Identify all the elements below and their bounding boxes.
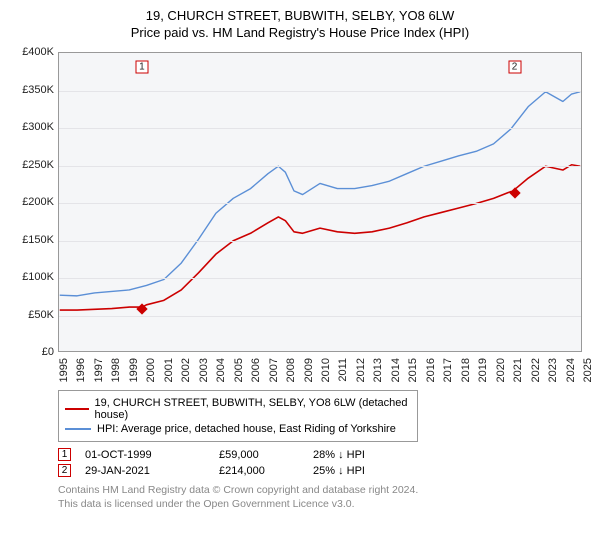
plot-area: 12 [58, 52, 582, 352]
gridline [59, 166, 581, 167]
x-tick-label: 2013 [372, 358, 384, 382]
x-tick-label: 2014 [390, 358, 402, 382]
sale-marker-box: 2 [508, 60, 521, 73]
x-tick-label: 2011 [337, 358, 349, 382]
legend-label: HPI: Average price, detached house, East… [97, 423, 396, 435]
x-tick-label: 2005 [233, 358, 245, 382]
x-tick-label: 1996 [75, 358, 87, 382]
footnote-line2: This data is licensed under the Open Gov… [58, 497, 590, 511]
legend-row: HPI: Average price, detached house, East… [65, 423, 411, 435]
sales-table: 1 01-OCT-1999 £59,000 28% ↓ HPI 2 29-JAN-2021… [58, 448, 590, 477]
x-tick-label: 2018 [460, 358, 472, 382]
x-tick-label: 2025 [582, 358, 594, 382]
x-tick-label: 1998 [110, 358, 122, 382]
y-tick-label: £50K [10, 309, 54, 321]
gridline [59, 241, 581, 242]
y-tick-label: £400K [10, 46, 54, 58]
sale-marker-box: 1 [135, 60, 148, 73]
y-tick-label: £150K [10, 234, 54, 246]
y-tick-label: £0 [10, 346, 54, 358]
y-tick-label: £350K [10, 84, 54, 96]
legend-swatch [65, 408, 89, 410]
x-tick-label: 2024 [565, 358, 577, 382]
gridline [59, 203, 581, 204]
legend-swatch [65, 428, 91, 430]
gridline [59, 91, 581, 92]
title-line1: 19, CHURCH STREET, BUBWITH, SELBY, YO8 6… [10, 8, 590, 23]
chart-container: 19, CHURCH STREET, BUBWITH, SELBY, YO8 6… [0, 0, 600, 517]
x-tick-label: 2000 [145, 358, 157, 382]
legend-box: 19, CHURCH STREET, BUBWITH, SELBY, YO8 6… [58, 390, 418, 442]
sale-date: 29-JAN-2021 [85, 465, 205, 477]
gridline [59, 278, 581, 279]
x-tick-label: 2004 [215, 358, 227, 382]
x-tick-label: 2012 [355, 358, 367, 382]
x-tick-label: 2019 [477, 358, 489, 382]
sale-number-box: 1 [58, 448, 71, 461]
x-tick-label: 2010 [320, 358, 332, 382]
sales-row: 1 01-OCT-1999 £59,000 28% ↓ HPI [58, 448, 590, 461]
x-tick-label: 2015 [407, 358, 419, 382]
sale-vs-hpi: 28% ↓ HPI [313, 449, 413, 461]
sale-number-box: 2 [58, 464, 71, 477]
chart-area: 12 £0£50K£100K£150K£200K£250K£300K£350K£… [10, 48, 590, 388]
series-line-hpi [60, 92, 581, 296]
gridline [59, 128, 581, 129]
x-tick-label: 2002 [180, 358, 192, 382]
x-tick-label: 2006 [250, 358, 262, 382]
x-tick-label: 2003 [198, 358, 210, 382]
gridline [59, 316, 581, 317]
title-line2: Price paid vs. HM Land Registry's House … [10, 25, 590, 40]
y-tick-label: £100K [10, 271, 54, 283]
x-tick-label: 1999 [128, 358, 140, 382]
x-tick-label: 2001 [163, 358, 175, 382]
sale-price: £59,000 [219, 449, 299, 461]
sale-vs-hpi: 25% ↓ HPI [313, 465, 413, 477]
x-tick-label: 2008 [285, 358, 297, 382]
legend-label: 19, CHURCH STREET, BUBWITH, SELBY, YO8 6… [95, 397, 411, 421]
sale-date: 01-OCT-1999 [85, 449, 205, 461]
footnote: Contains HM Land Registry data © Crown c… [58, 483, 590, 511]
x-tick-label: 1997 [93, 358, 105, 382]
x-tick-label: 2009 [303, 358, 315, 382]
y-tick-label: £300K [10, 121, 54, 133]
sale-price: £214,000 [219, 465, 299, 477]
x-tick-label: 2007 [268, 358, 280, 382]
x-tick-label: 2016 [425, 358, 437, 382]
footnote-line1: Contains HM Land Registry data © Crown c… [58, 483, 590, 497]
legend-row: 19, CHURCH STREET, BUBWITH, SELBY, YO8 6… [65, 397, 411, 421]
sales-row: 2 29-JAN-2021 £214,000 25% ↓ HPI [58, 464, 590, 477]
x-tick-label: 2020 [495, 358, 507, 382]
x-tick-label: 2017 [442, 358, 454, 382]
x-tick-label: 1995 [58, 358, 70, 382]
y-tick-label: £200K [10, 196, 54, 208]
y-tick-label: £250K [10, 159, 54, 171]
x-tick-label: 2021 [512, 358, 524, 382]
x-tick-label: 2022 [530, 358, 542, 382]
x-tick-label: 2023 [547, 358, 559, 382]
